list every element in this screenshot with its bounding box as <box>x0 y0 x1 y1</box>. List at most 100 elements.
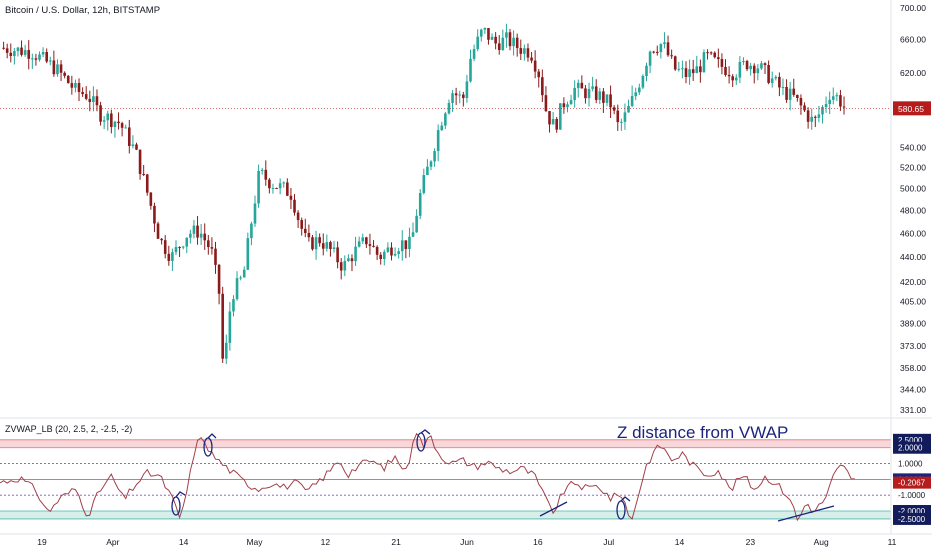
candle-body <box>447 103 451 114</box>
candle-body <box>627 105 630 113</box>
candle-body <box>659 44 663 53</box>
hand-drawn-marks <box>171 429 835 522</box>
candle-body <box>429 161 433 167</box>
time-tick-label: 23 <box>746 537 756 547</box>
candle-body <box>372 245 375 247</box>
candle-body <box>282 182 286 184</box>
candle-body <box>483 28 487 30</box>
candle-body <box>113 121 117 128</box>
candle-body <box>742 61 745 63</box>
candle-body <box>16 47 20 52</box>
candle-body <box>688 69 691 78</box>
candle-body <box>573 87 576 101</box>
candle-body <box>490 36 494 40</box>
candle-body <box>663 42 666 45</box>
candle-body <box>95 96 99 106</box>
candle-body <box>271 187 275 189</box>
time-tick-label: Aug <box>814 537 829 547</box>
candle-body <box>526 48 530 58</box>
candle-body <box>778 76 781 88</box>
candle-body <box>616 110 620 123</box>
time-tick-label: 12 <box>321 537 331 547</box>
candle-body <box>781 86 785 88</box>
candle-body <box>390 247 393 256</box>
candle-body <box>145 174 149 193</box>
candle-body <box>278 183 282 189</box>
candle-body <box>594 86 598 100</box>
candle-body <box>684 68 688 78</box>
z-tick-label: -0.2067 <box>898 479 926 488</box>
time-tick-label: 19 <box>37 537 47 547</box>
candle-body <box>720 59 724 67</box>
candle-body <box>584 88 587 99</box>
candle-body <box>386 247 390 252</box>
price-tick-label: 440.00 <box>900 252 926 262</box>
candle-body <box>828 99 831 105</box>
candle-body <box>52 60 56 75</box>
candle-body <box>210 247 214 249</box>
candle-body <box>153 205 156 224</box>
candle-body <box>681 68 684 70</box>
candle-body <box>156 223 160 239</box>
mark-hook-3 <box>420 429 431 435</box>
candle-body <box>591 86 594 89</box>
candle-body <box>84 94 88 99</box>
candle-body <box>235 278 239 300</box>
candle-body <box>138 149 142 174</box>
candle-body <box>487 28 490 40</box>
time-tick-label: 14 <box>675 537 685 547</box>
candle-body <box>638 87 641 93</box>
z-tick-label: 1.0000 <box>898 460 923 469</box>
candle-body <box>192 225 196 234</box>
z-tick-label: 2.0000 <box>898 444 923 453</box>
candle-body <box>5 48 9 53</box>
candle-body <box>713 52 717 58</box>
candle-body <box>515 37 519 49</box>
candle-body <box>257 170 260 204</box>
candle-body <box>296 212 300 221</box>
candle-body <box>286 182 289 196</box>
candle-body <box>842 106 846 108</box>
candle-body <box>602 91 605 103</box>
z-tick-badge <box>893 441 931 454</box>
candle-body <box>652 51 655 53</box>
candle-body <box>630 96 634 106</box>
candle-body <box>706 52 709 54</box>
z-tick-label: -1.0000 <box>898 491 926 500</box>
time-tick-label: 16 <box>533 537 543 547</box>
candle-body <box>375 246 379 255</box>
candle-body <box>9 52 13 57</box>
candle-body <box>228 311 232 343</box>
candle-body <box>13 51 16 57</box>
candle-body <box>612 107 616 111</box>
candle-body <box>56 64 59 75</box>
candle-body <box>472 49 476 59</box>
candle-body <box>767 65 770 83</box>
candle-body <box>530 57 533 61</box>
candle-body <box>523 48 526 54</box>
candle-body <box>752 65 756 74</box>
candle-body <box>724 66 727 75</box>
candle-body <box>645 65 648 77</box>
price-tick-label: 500.00 <box>900 184 926 194</box>
mark-hook-2 <box>207 433 217 439</box>
candle-body <box>404 240 408 249</box>
candle-body <box>102 120 106 122</box>
candle-body <box>397 251 400 254</box>
candle-body <box>760 63 763 69</box>
candle-body <box>246 238 250 270</box>
candle-body <box>655 51 659 53</box>
candle-body <box>476 36 479 50</box>
candle-body <box>788 88 792 100</box>
candle-body <box>20 47 23 55</box>
candle-body <box>92 96 95 102</box>
candle-body <box>242 269 246 278</box>
candle-body <box>670 55 673 57</box>
price-tick-label: 373.00 <box>900 341 926 351</box>
time-tick-label: 11 <box>888 537 897 547</box>
candle-body <box>497 43 501 51</box>
candle-body <box>691 69 695 74</box>
candle-body <box>131 144 135 146</box>
candle-body <box>171 252 174 261</box>
